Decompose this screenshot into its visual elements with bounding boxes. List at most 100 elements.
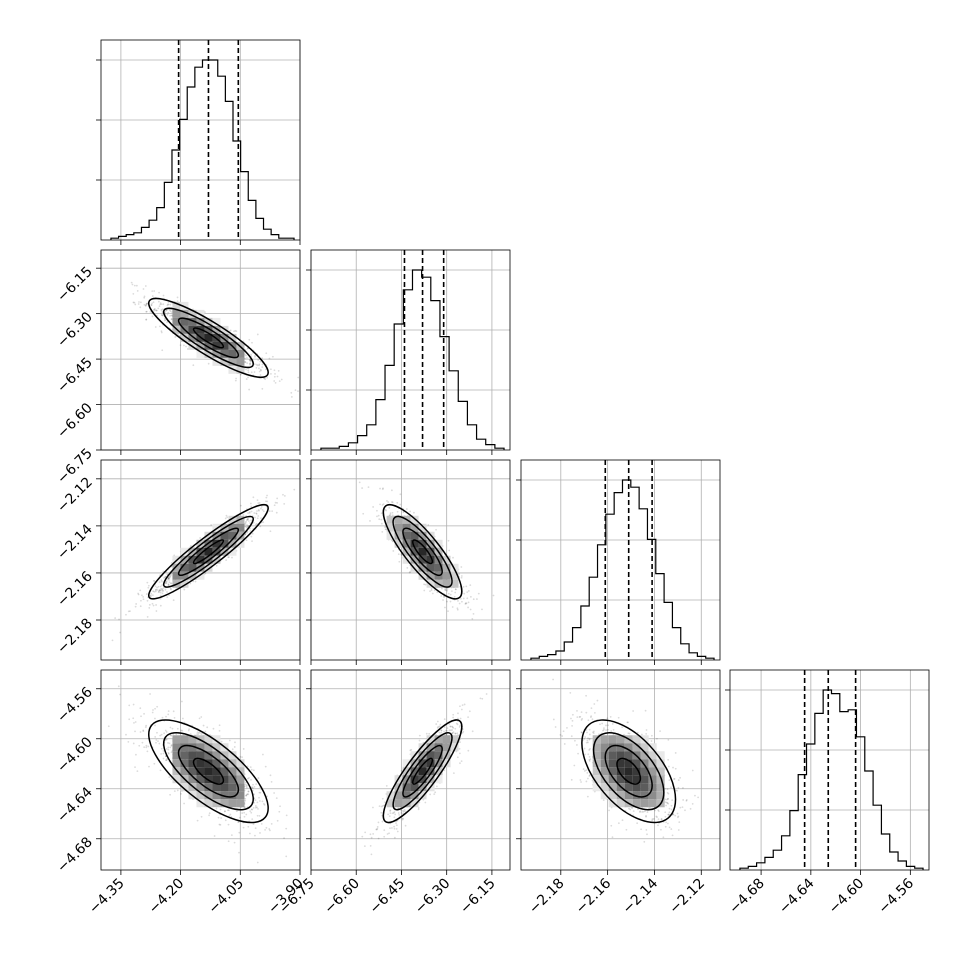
sample-point <box>167 303 170 306</box>
sample-point <box>255 783 258 786</box>
sample-point <box>255 522 258 525</box>
sample-point <box>253 785 256 788</box>
sample-point <box>170 778 173 780</box>
sample-point <box>153 309 155 311</box>
sample-point <box>153 290 156 292</box>
density-cell <box>204 341 213 350</box>
sample-point <box>167 584 170 587</box>
density-cell <box>220 531 229 540</box>
sample-point <box>253 363 256 366</box>
sample-point <box>141 741 144 744</box>
sample-point <box>229 329 232 332</box>
sample-point <box>384 526 386 529</box>
scatter-points-2-0 <box>111 488 296 642</box>
sample-point <box>179 344 182 347</box>
sample-point <box>167 577 170 580</box>
sample-point <box>151 295 154 297</box>
sample-point <box>250 371 253 374</box>
density-cell <box>386 799 395 808</box>
sample-point <box>168 575 171 578</box>
sample-point <box>451 729 454 731</box>
sample-point <box>253 371 256 373</box>
sample-point <box>273 792 276 794</box>
sample-point <box>666 798 668 801</box>
sample-point <box>233 330 235 333</box>
density-cell <box>426 539 435 548</box>
sample-point <box>157 740 159 742</box>
sample-point <box>136 770 139 773</box>
sample-point <box>207 362 210 365</box>
sample-point <box>258 791 261 794</box>
contour-3 <box>148 297 269 379</box>
density-cell <box>172 563 181 572</box>
sample-point <box>369 844 372 847</box>
sample-point <box>391 540 394 543</box>
sample-point <box>276 502 278 504</box>
density-cell <box>220 357 229 366</box>
density-cell <box>172 309 181 318</box>
sample-point <box>400 809 403 812</box>
density-cell <box>228 547 237 556</box>
sample-point <box>185 345 187 348</box>
sample-point <box>463 703 466 706</box>
density-cell <box>196 791 205 800</box>
sample-point <box>381 504 384 506</box>
sample-point <box>139 301 142 304</box>
sample-point <box>247 790 250 793</box>
sample-point <box>469 608 472 611</box>
density-cell <box>180 759 189 768</box>
density-cell <box>426 759 435 768</box>
sample-point <box>159 303 162 306</box>
density-cell <box>442 579 451 588</box>
sample-point <box>460 566 463 568</box>
sample-point <box>383 835 386 838</box>
sample-point <box>387 501 390 503</box>
sample-point <box>256 333 259 336</box>
sample-point <box>435 723 438 725</box>
density-cell <box>196 751 205 760</box>
sample-point <box>223 810 226 813</box>
sample-point <box>132 292 135 295</box>
sample-point <box>250 768 253 771</box>
density-cell <box>426 547 435 556</box>
sample-point <box>444 587 447 590</box>
sample-point <box>154 590 157 593</box>
density-cell <box>402 775 411 784</box>
density-cell <box>212 783 221 792</box>
sample-point <box>402 812 404 815</box>
sample-point <box>400 770 403 772</box>
sample-point <box>170 562 173 564</box>
sample-point <box>252 823 255 826</box>
sample-point <box>160 588 163 591</box>
sample-point <box>159 589 161 591</box>
sample-point <box>377 837 380 840</box>
sample-point <box>227 823 230 826</box>
density-cell <box>450 579 459 588</box>
sample-point <box>152 590 155 593</box>
sample-point <box>404 810 406 813</box>
sample-point <box>261 366 264 368</box>
sample-point <box>248 511 251 513</box>
sample-point <box>380 522 383 525</box>
density-cell <box>212 555 221 564</box>
sample-point <box>159 589 162 592</box>
sample-point <box>393 836 396 839</box>
density-cell <box>196 555 205 564</box>
sample-point <box>176 727 179 730</box>
sample-point <box>471 730 474 733</box>
sample-point <box>170 744 173 746</box>
sample-point <box>157 585 160 588</box>
sample-point <box>363 845 366 848</box>
sample-point <box>142 596 145 598</box>
sample-point <box>249 359 252 361</box>
sample-point <box>192 580 195 583</box>
sample-point <box>372 506 375 508</box>
sample-point <box>167 748 170 751</box>
sample-point <box>457 712 459 715</box>
sample-point <box>466 597 469 600</box>
sample-point <box>242 748 245 750</box>
density-cell <box>426 767 435 776</box>
sample-point <box>246 518 249 521</box>
sample-point <box>264 368 267 371</box>
sample-point <box>248 338 251 341</box>
